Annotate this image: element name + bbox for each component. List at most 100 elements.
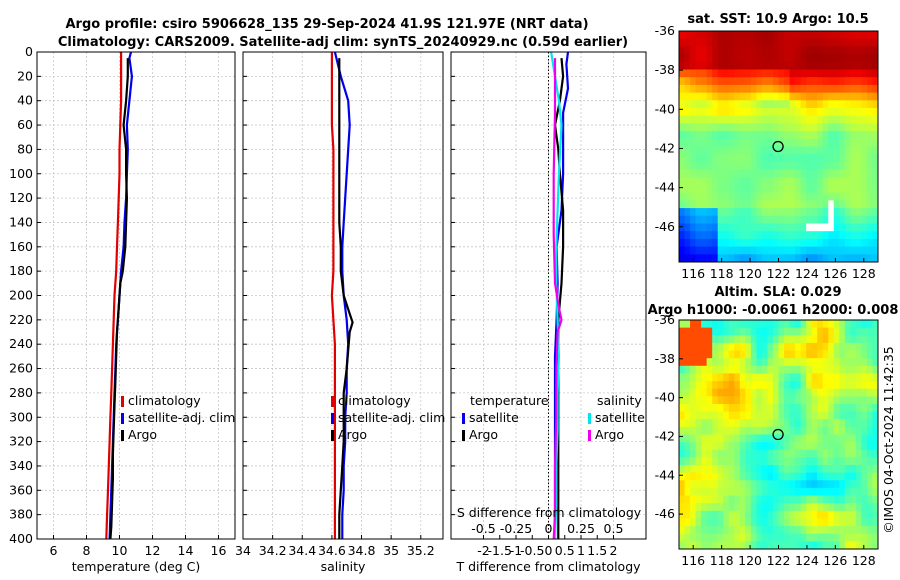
sla-map-cell <box>861 426 868 435</box>
sst-map-cell <box>866 61 873 70</box>
sst-map-cell <box>706 84 713 93</box>
sla-map-cell <box>828 434 835 443</box>
sla-map-cell <box>806 350 813 359</box>
sla-map-cell <box>706 480 713 489</box>
sla-map-cell <box>817 434 824 443</box>
sst-map-cell <box>701 254 708 263</box>
sla-map-cell <box>706 381 713 390</box>
sla-map-cell <box>789 396 796 405</box>
sst-map-cell <box>734 254 741 263</box>
sla-map-cell <box>778 533 785 542</box>
sla-map-cell <box>784 480 790 489</box>
sla-map-cell <box>745 342 752 351</box>
sst-map-cell <box>739 169 746 178</box>
sst-map-cell <box>690 92 696 101</box>
sst-map-cell <box>772 131 779 140</box>
sst-map-cell <box>734 77 741 86</box>
sst-map-cell <box>690 61 696 70</box>
sst-map-cell <box>866 192 873 201</box>
sst-map-cell <box>839 123 846 132</box>
sst-map-cell <box>706 215 713 224</box>
sla-map-cell <box>800 526 807 535</box>
sst-map-cell <box>706 185 713 194</box>
sla-map-cell <box>822 480 829 489</box>
sst-map-cell <box>822 123 829 132</box>
sst-map-cell <box>872 231 879 240</box>
sla-map-cell <box>739 388 746 397</box>
sal-legend-0-swatch <box>331 396 334 407</box>
sst-map-cell <box>728 208 735 217</box>
sst-map-cell <box>811 108 818 117</box>
sla-map-cell <box>723 465 730 474</box>
sla-map-cell <box>872 495 879 504</box>
sla-map-xtick-label: 122 <box>767 553 791 568</box>
sla-map-cell <box>861 434 868 443</box>
sst-map-cell <box>717 246 724 255</box>
sla-map-cell <box>855 403 862 412</box>
sst-map-cell <box>717 131 724 140</box>
sst-map-cell <box>761 208 768 217</box>
sla-map-cell <box>712 335 719 344</box>
sst-map-cell <box>728 84 735 93</box>
sla-map-cell <box>806 495 813 504</box>
sst-map-cell <box>756 215 763 224</box>
sla-map-cell <box>855 350 862 359</box>
sla-map-cell <box>844 480 851 489</box>
sst-map-cell <box>695 208 702 217</box>
sst-map-cell <box>761 161 768 170</box>
sla-map-cell <box>806 533 813 542</box>
sst-map-cell <box>723 46 730 55</box>
sst-map-cell <box>723 108 730 117</box>
sst-map-cell <box>866 46 873 55</box>
sst-map-cell <box>728 223 735 232</box>
sla-map-cell <box>822 472 829 481</box>
sla-map-cell <box>833 472 840 481</box>
diff-s-tick-label: 0 <box>545 521 553 536</box>
sst-map-cell <box>772 100 779 109</box>
sla-map-cell <box>772 426 779 435</box>
sst-map-cell <box>772 123 779 132</box>
sla-map-cell <box>701 381 708 390</box>
sla-map-cell <box>706 411 713 420</box>
sla-map-cell <box>866 342 873 351</box>
sla-map-cell <box>679 457 685 466</box>
sst-map-cell <box>761 115 768 124</box>
sla-map-cell <box>778 350 785 359</box>
sst-map-cell <box>833 231 840 240</box>
sla-map-cell <box>728 373 735 382</box>
sst-map-cell <box>811 146 818 155</box>
sst-map-cell <box>734 161 741 170</box>
sla-map-cell <box>761 358 768 367</box>
sst-map-cell <box>684 131 691 140</box>
sla-map-cell <box>695 411 702 420</box>
sst-map-cell <box>706 192 713 201</box>
sla-map-cell <box>761 396 768 405</box>
sst-map-cell <box>745 92 752 101</box>
sst-map-cell <box>800 84 807 93</box>
sst-map-cell <box>701 115 708 124</box>
sal-legend-2-label: Argo <box>338 427 367 442</box>
sst-map-cell <box>739 246 746 255</box>
sst-map-cell <box>872 169 879 178</box>
sla-map-cell <box>833 480 840 489</box>
sla-map-cell <box>784 426 790 435</box>
sst-map-cell <box>772 38 779 47</box>
sla-map-cell <box>679 396 685 405</box>
sla-map-cell <box>712 541 719 550</box>
sst-map-cell <box>778 223 785 232</box>
sla-map-cell <box>701 335 708 344</box>
sst-map-cell <box>739 100 746 109</box>
sla-map-cell <box>861 526 868 535</box>
sla-map-cell <box>817 526 824 535</box>
sst-map-cell <box>872 108 879 117</box>
sla-map-cell <box>855 480 862 489</box>
sla-map-cell <box>822 350 829 359</box>
sla-map-cell <box>800 396 807 405</box>
sla-map-cell <box>850 480 857 489</box>
sst-map-cell <box>789 215 796 224</box>
sla-map-cell <box>850 419 857 428</box>
sla-map-cell <box>712 373 719 382</box>
sst-map-cell <box>778 231 785 240</box>
sst-map-cell <box>800 92 807 101</box>
sla-map-cell <box>717 465 724 474</box>
